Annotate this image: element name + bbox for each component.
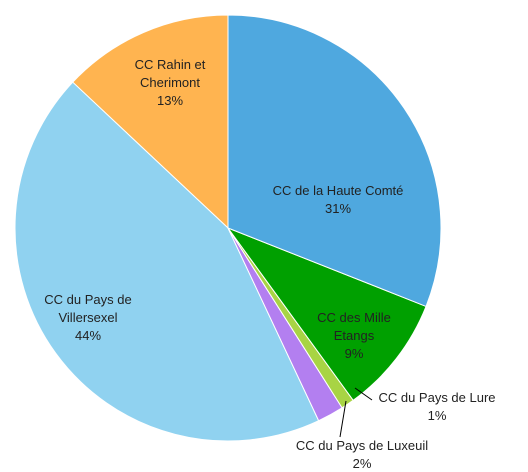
value-label: 31%	[324, 201, 352, 216]
leader-line	[354, 387, 373, 401]
category-name: CC de la Haute Comté	[272, 183, 404, 198]
pie-slice	[227, 14, 442, 308]
slice-label: CC du Pays de Luxeuil 2%	[267, 437, 457, 472]
category-name: CC Rahin et Cherimont	[134, 57, 206, 90]
value-label: 2%	[352, 456, 372, 471]
slice-label: CC des Mille Etangs 9%	[309, 309, 399, 363]
slice-label: CC Rahin et Cherimont 13%	[115, 56, 225, 110]
category-name: CC du Pays de Lure	[378, 390, 496, 405]
leader-line	[339, 400, 347, 438]
pie-slice	[14, 81, 320, 442]
pie-slice	[72, 14, 229, 230]
category-name: CC du Pays de Villersexel	[44, 292, 132, 325]
pie-slice	[226, 226, 427, 402]
slice-label: CC du Pays de Villersexel 44%	[23, 291, 153, 345]
category-name: CC du Pays de Luxeuil	[295, 438, 429, 453]
value-label: 1%	[427, 408, 447, 423]
value-label: 9%	[344, 346, 364, 361]
slice-label: CC de la Haute Comté 31%	[248, 182, 428, 218]
value-label: 44%	[74, 328, 102, 343]
slice-label: CC du Pays de Lure 1%	[357, 389, 517, 425]
category-name: CC des Mille Etangs	[317, 310, 391, 343]
value-label: 13%	[156, 93, 184, 108]
